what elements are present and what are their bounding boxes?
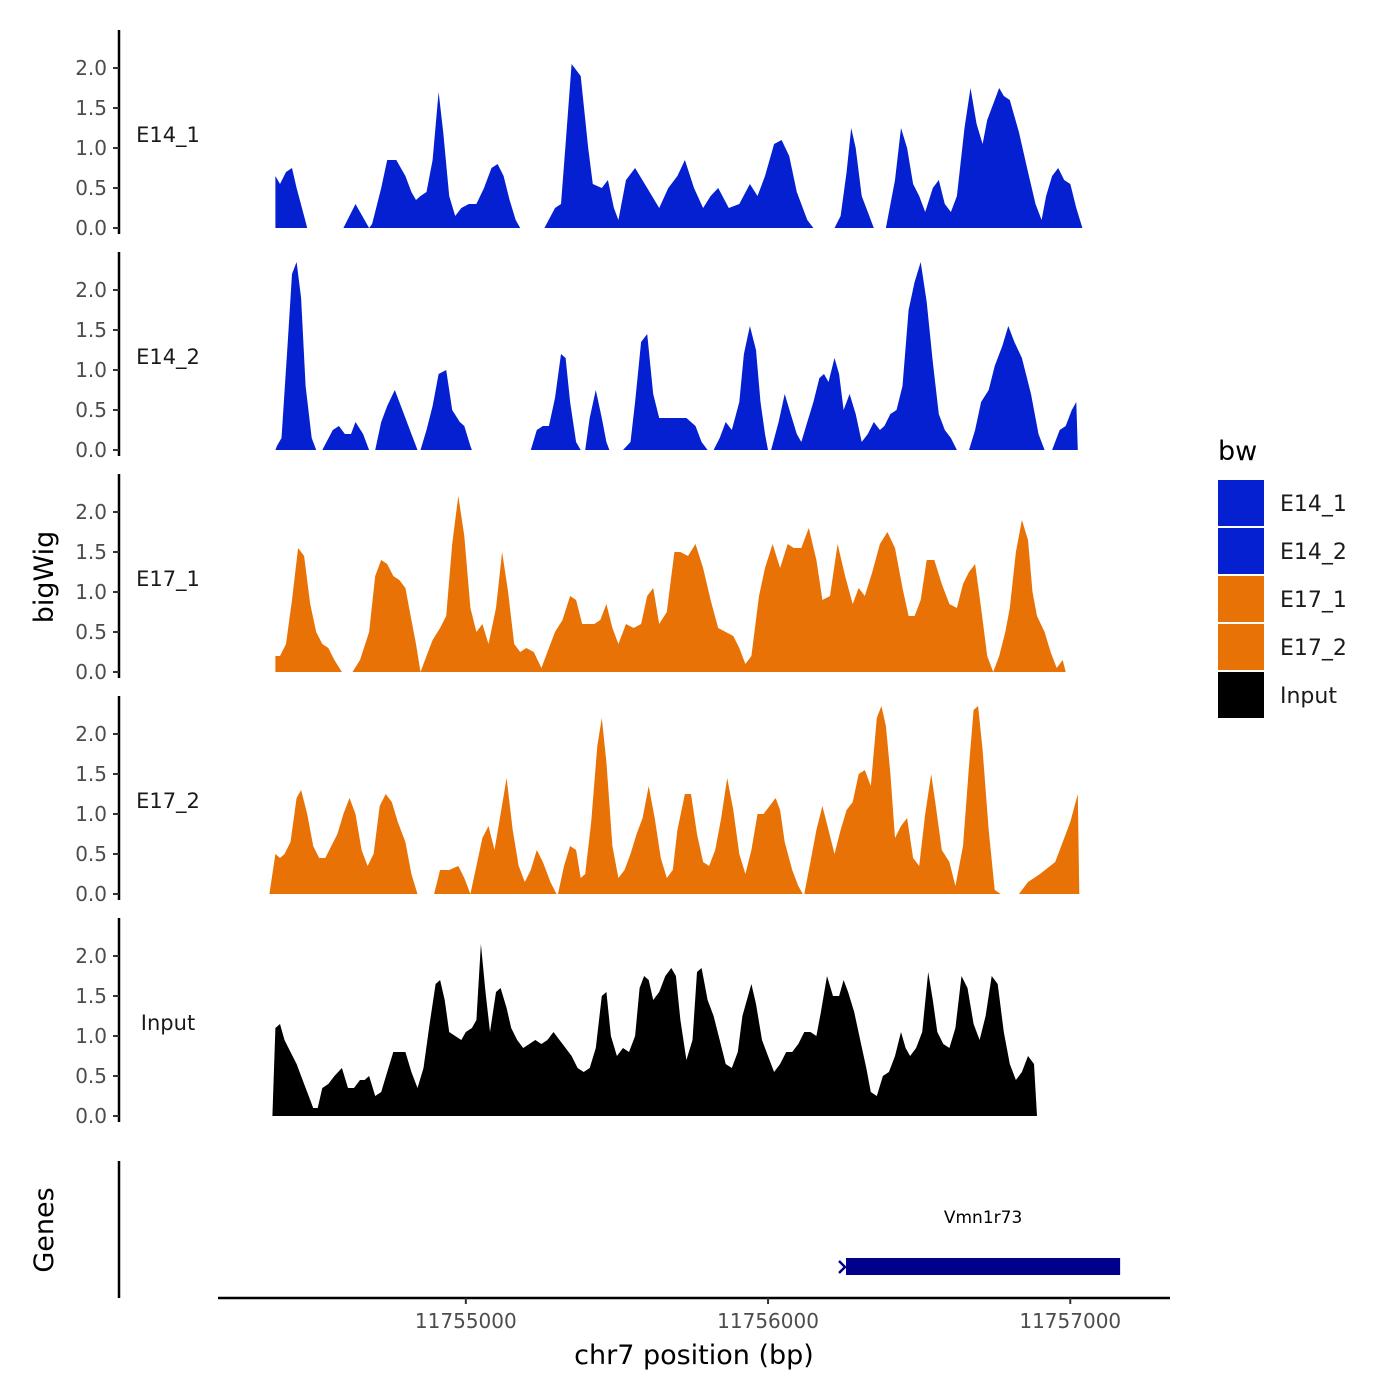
area-E14_2 (275, 262, 1078, 450)
y-tick-label: 1.0 (75, 136, 107, 160)
y-tick-label: 0.5 (75, 398, 107, 422)
area-E14_1 (275, 64, 1083, 228)
area-Input (272, 944, 1037, 1116)
legend-title: bw (1218, 436, 1257, 467)
y-tick-label: 2.0 (75, 500, 107, 524)
y-tick-label: 0.5 (75, 620, 107, 644)
gene-label: Vmn1r73 (944, 1208, 1022, 1228)
x-tick-label: 11755000 (415, 1309, 517, 1333)
track-E17_2: 0.0 0.5 1.0 1.5 2.0 E17_2 (75, 696, 1080, 906)
legend: bw E14_1 E14_2 E17_1 E17_2 Input (1218, 436, 1347, 718)
y-tick-label: 2.0 (75, 56, 107, 80)
legend-item-E17_1: E17_1 (1218, 576, 1347, 622)
gene-track-title: Genes (29, 1187, 60, 1272)
y-tick-label: 2.0 (75, 722, 107, 746)
signal-tracks: 0.0 0.5 1.0 1.5 2.0 E14_1 0.0 0.5 1.0 1.5 2.0 E14_2… (75, 30, 1083, 1128)
y-tick-label: 0.0 (75, 660, 107, 684)
y-tick-label: 0.0 (75, 216, 107, 240)
area-E17_1 (275, 496, 1066, 672)
y-tick-label: 1.0 (75, 580, 107, 604)
gene-track-panel: Vmn1r73 (117, 1161, 1121, 1298)
legend-swatch (1218, 528, 1264, 574)
y-tick-label: 0.0 (75, 1104, 107, 1128)
track-E17_1: 0.0 0.5 1.0 1.5 2.0 E17_1 (75, 474, 1066, 684)
legend-label: E14_2 (1280, 540, 1347, 565)
y-tick-label: 1.5 (75, 318, 107, 342)
legend-swatch (1218, 576, 1264, 622)
legend-item-E14_1: E14_1 (1218, 480, 1347, 526)
x-tick-label: 11756000 (717, 1309, 819, 1333)
track-Input: 0.0 0.5 1.0 1.5 2.0 Input (75, 918, 1037, 1128)
gene-Vmn1r73: Vmn1r73 (838, 1208, 1121, 1275)
legend-label: E17_2 (1280, 636, 1347, 661)
y-tick-label: 1.0 (75, 358, 107, 382)
y-tick-label: 1.0 (75, 1024, 107, 1048)
track-label-E17_2: E17_2 (136, 789, 200, 814)
legend-label: Input (1280, 684, 1337, 709)
legend-label: E14_1 (1280, 492, 1347, 517)
area-E17_2 (269, 706, 1080, 894)
track-label-E14_1: E14_1 (136, 123, 200, 148)
track-label-E14_2: E14_2 (136, 345, 200, 370)
gene-strand-arrow (838, 1260, 847, 1274)
x-axis: 11755000 11756000 11757000 (218, 1296, 1170, 1333)
y-tick-label: 1.5 (75, 762, 107, 786)
y-tick-label: 2.0 (75, 944, 107, 968)
legend-swatch (1218, 672, 1264, 718)
y-tick-label: 0.0 (75, 882, 107, 906)
track-E14_2: 0.0 0.5 1.0 1.5 2.0 E14_2 (75, 252, 1078, 462)
x-tick-label: 11757000 (1019, 1309, 1121, 1333)
track-E14_1: 0.0 0.5 1.0 1.5 2.0 E14_1 (75, 30, 1083, 240)
track-label-E17_1: E17_1 (136, 567, 200, 592)
y-tick-label: 1.0 (75, 802, 107, 826)
y-tick-label: 0.0 (75, 438, 107, 462)
y-tick-label: 0.5 (75, 176, 107, 200)
y-axis-title: bigWig (29, 531, 60, 624)
gene-body (846, 1258, 1121, 1275)
y-tick-label: 1.5 (75, 96, 107, 120)
y-tick-label: 2.0 (75, 278, 107, 302)
x-axis-title: chr7 position (bp) (574, 1340, 814, 1371)
y-tick-label: 1.5 (75, 540, 107, 564)
legend-swatch (1218, 480, 1264, 526)
y-tick-label: 0.5 (75, 842, 107, 866)
legend-item-E14_2: E14_2 (1218, 528, 1347, 574)
y-tick-label: 0.5 (75, 1064, 107, 1088)
track-label-Input: Input (141, 1011, 195, 1035)
legend-swatch (1218, 624, 1264, 670)
y-tick-label: 1.5 (75, 984, 107, 1008)
legend-label: E17_1 (1280, 588, 1347, 613)
legend-item-Input: Input (1218, 672, 1337, 718)
legend-item-E17_2: E17_2 (1218, 624, 1347, 670)
